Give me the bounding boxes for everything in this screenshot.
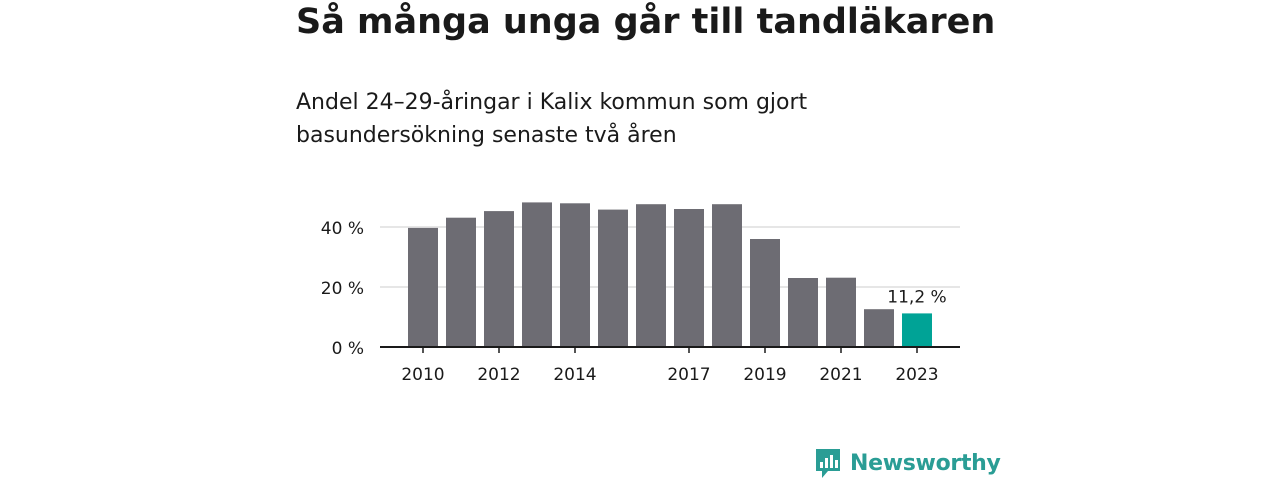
y-tick-label: 40 % <box>321 219 364 239</box>
bar <box>750 239 780 347</box>
bar <box>408 227 438 347</box>
bar <box>560 203 590 347</box>
bar <box>788 278 818 347</box>
x-tick-label: 2012 <box>477 365 520 385</box>
bar <box>864 309 894 347</box>
chart-title: Så många unga går till tandläkaren <box>296 2 996 42</box>
data-label: 11,2 % <box>887 287 946 307</box>
newsworthy-logo-icon <box>816 449 840 478</box>
y-tick-label: 20 % <box>321 279 364 299</box>
x-tick-label: 2019 <box>743 365 786 385</box>
bar <box>484 211 514 347</box>
newsworthy-logo: Newsworthy <box>814 446 1001 480</box>
bar <box>636 204 666 347</box>
bar <box>826 277 856 347</box>
x-tick-label: 2010 <box>401 365 444 385</box>
bar <box>446 217 476 347</box>
y-tick-label: 0 % <box>332 339 364 359</box>
bar <box>902 313 932 347</box>
bar-chart: 0 % 20 % 40 % 11,2 % 2010 2012 2014 2017 2019 202… <box>321 202 960 385</box>
x-tick-label: 2021 <box>819 365 862 385</box>
x-tick-label: 2014 <box>553 365 596 385</box>
bar <box>522 202 552 347</box>
x-tick-label: 2017 <box>667 365 710 385</box>
bar <box>712 204 742 347</box>
bar <box>598 209 628 347</box>
brand-name: Newsworthy <box>850 450 1001 476</box>
bar <box>674 209 704 347</box>
chart-subtitle: Andel 24–29-åringar i Kalix kommun som g… <box>296 90 808 148</box>
x-tick-label: 2023 <box>895 365 938 385</box>
